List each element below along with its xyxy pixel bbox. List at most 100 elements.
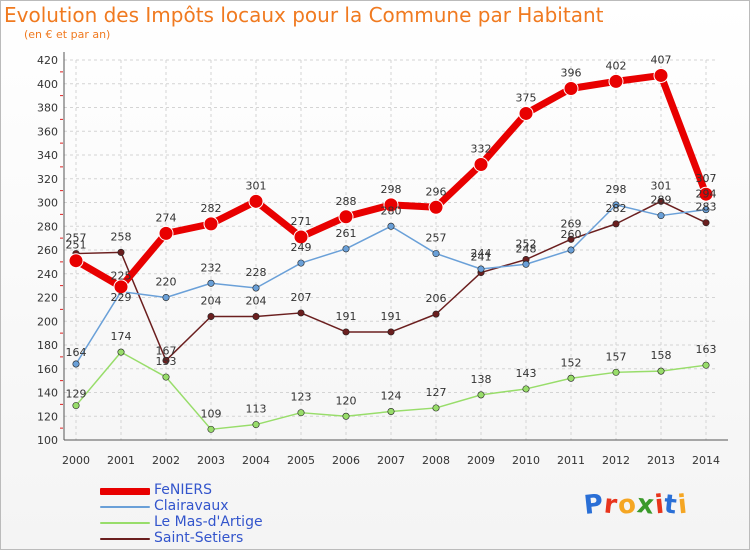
point-saint-setiers (612, 220, 620, 228)
data-label-clairavaux: 228 (246, 266, 267, 279)
data-label-le-mas-d-artige: 120 (336, 394, 357, 407)
legend-swatch-clairavaux (100, 506, 150, 508)
x-tick-label: 2001 (107, 454, 135, 467)
point-clairavaux (342, 245, 350, 253)
data-label-saint-setiers: 206 (426, 292, 447, 305)
chart-subtitle: (en € et par an) (24, 28, 111, 41)
data-label-clairavaux: 280 (381, 204, 402, 217)
data-label-clairavaux: 244 (471, 247, 492, 260)
data-label-clairavaux: 289 (651, 194, 672, 207)
legend-label-saint-setiers: Saint-Setiers (154, 530, 244, 546)
data-label-clairavaux: 260 (561, 228, 582, 241)
point-clairavaux (612, 201, 620, 209)
point-feniers (113, 279, 129, 295)
point-saint-setiers (162, 356, 170, 364)
x-tick-label: 2008 (422, 454, 450, 467)
point-feniers (203, 216, 219, 232)
point-feniers (428, 199, 444, 215)
legend-swatch-feniers (100, 488, 150, 495)
data-label-saint-setiers: 301 (651, 179, 672, 192)
data-label-feniers: 402 (606, 59, 627, 72)
data-label-saint-setiers: 191 (336, 310, 357, 323)
data-label-saint-setiers: 258 (111, 230, 132, 243)
x-tick-label: 2014 (692, 454, 720, 467)
data-label-saint-setiers: 167 (156, 344, 177, 357)
point-clairavaux (702, 206, 710, 214)
legend-label-le-mas-d-artige: Le Mas-d'Artige (154, 514, 263, 530)
data-label-saint-setiers: 204 (246, 295, 267, 308)
point-feniers (68, 253, 84, 269)
data-label-clairavaux: 232 (201, 261, 222, 274)
x-tick-label: 2013 (647, 454, 675, 467)
data-label-feniers: 274 (156, 211, 177, 224)
grid-layer (64, 59, 718, 441)
point-saint-setiers (117, 248, 125, 256)
point-feniers (248, 193, 264, 209)
legend-swatch-saint-setiers (100, 538, 150, 540)
point-feniers (473, 157, 489, 172)
data-label-feniers: 307 (696, 172, 717, 185)
point-le-mas-d-artige (342, 412, 350, 420)
point-le-mas-d-artige (612, 368, 620, 376)
data-label-saint-setiers: 257 (66, 232, 87, 245)
data-label-feniers: 298 (381, 183, 402, 196)
data-label-saint-setiers: 241 (471, 251, 492, 264)
data-label-le-mas-d-artige: 129 (66, 388, 87, 401)
point-saint-setiers (387, 328, 395, 336)
y-tick-label: 240 (37, 268, 58, 281)
y-tick-label: 120 (37, 410, 58, 423)
data-label-le-mas-d-artige: 124 (381, 390, 402, 403)
point-clairavaux (387, 222, 395, 230)
data-label-feniers: 271 (291, 215, 312, 228)
point-clairavaux (567, 246, 575, 254)
data-label-clairavaux: 298 (606, 183, 627, 196)
data-label-saint-setiers: 283 (696, 201, 717, 214)
x-tick-label: 2007 (377, 454, 405, 467)
chart-title: Evolution des Impôts locaux pour la Comm… (4, 3, 604, 27)
y-tick-label: 300 (37, 197, 58, 210)
data-label-feniers: 407 (651, 53, 672, 66)
point-le-mas-d-artige (162, 373, 170, 381)
y-tick-label: 380 (37, 102, 58, 115)
legend-item-le-mas-d-artige: Le Mas-d'Artige (100, 514, 360, 532)
point-saint-setiers (702, 219, 710, 227)
data-label-feniers: 229 (111, 291, 132, 304)
x-tick-label: 2012 (602, 454, 630, 467)
x-tick-label: 2006 (332, 454, 360, 467)
x-tick-label: 2002 (152, 454, 180, 467)
data-label-clairavaux: 220 (156, 276, 177, 289)
point-le-mas-d-artige (387, 407, 395, 415)
point-clairavaux (162, 293, 170, 301)
x-tick-label: 2010 (512, 454, 540, 467)
y-tick-label: 180 (37, 339, 58, 352)
y-tick-label: 260 (37, 244, 58, 257)
data-label-saint-setiers: 191 (381, 310, 402, 323)
point-le-mas-d-artige (297, 409, 305, 417)
y-tick-label: 420 (37, 54, 58, 67)
data-label-feniers: 396 (561, 67, 582, 80)
y-tick-label: 280 (37, 220, 58, 233)
point-le-mas-d-artige (477, 391, 485, 399)
data-label-le-mas-d-artige: 152 (561, 356, 582, 369)
point-saint-setiers (207, 312, 215, 320)
axis-layer: 100 120 140 160 180 200 220 240 260 280 300 320 340 3… (37, 52, 728, 467)
legend-swatch-le-mas-d-artige (100, 522, 150, 524)
x-tick-label: 2003 (197, 454, 225, 467)
data-label-feniers: 296 (426, 185, 447, 198)
data-label-saint-setiers: 282 (606, 202, 627, 215)
data-label-le-mas-d-artige: 174 (111, 330, 132, 343)
data-label-le-mas-d-artige: 127 (426, 386, 447, 399)
legend-item-saint-setiers: Saint-Setiers (100, 530, 360, 548)
point-feniers (518, 105, 534, 121)
point-feniers (608, 73, 624, 89)
data-label-clairavaux: 164 (66, 346, 87, 359)
data-label-feniers: 332 (471, 143, 492, 156)
data-label-le-mas-d-artige: 153 (156, 355, 177, 368)
data-label-le-mas-d-artige: 163 (696, 343, 717, 356)
x-tick-label: 2000 (62, 454, 90, 467)
point-le-mas-d-artige (252, 421, 260, 429)
point-clairavaux (297, 259, 305, 267)
x-tick-label: 2005 (287, 454, 315, 467)
point-le-mas-d-artige (657, 367, 665, 375)
